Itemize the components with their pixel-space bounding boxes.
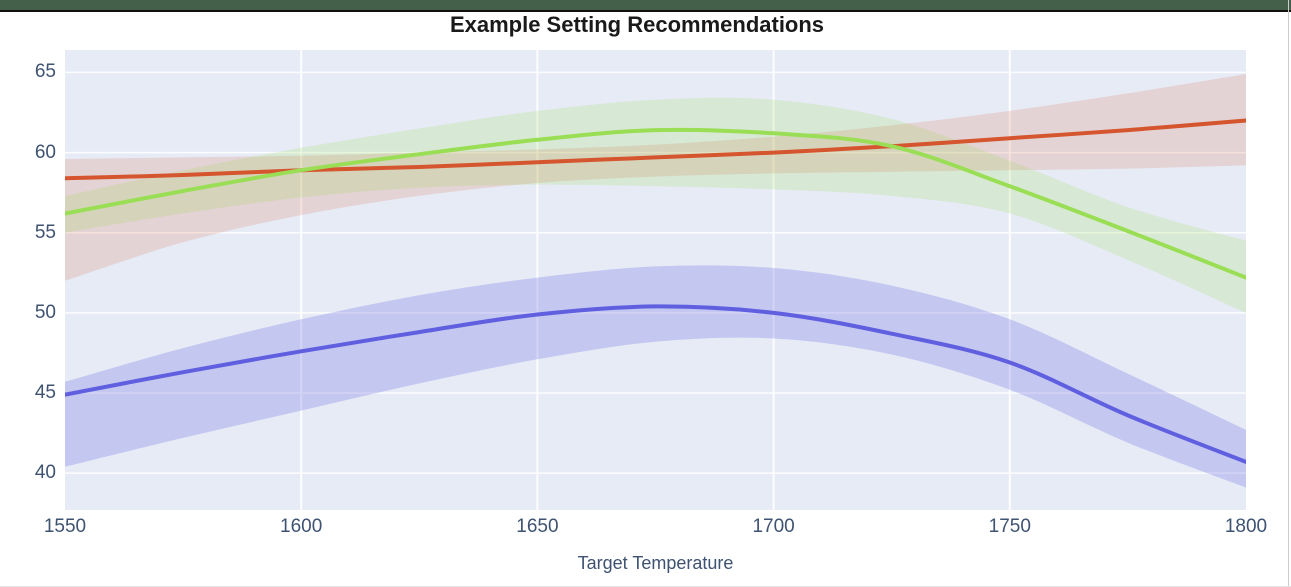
- window-top-bar: [0, 0, 1291, 12]
- chart-svg: [65, 50, 1246, 510]
- plot-background: [65, 50, 1246, 510]
- x-tick-label: 1750: [988, 516, 1031, 537]
- x-tick-label: 1650: [516, 516, 559, 537]
- x-tick-label: 1800: [1224, 516, 1268, 537]
- x-tick-label: 1700: [752, 516, 795, 537]
- window-right-border: [1288, 0, 1289, 587]
- y-tick-label: 40: [34, 462, 56, 484]
- y-tick-label: 50: [34, 301, 56, 323]
- y-tick-label: 65: [34, 61, 56, 83]
- chart-title: Example Setting Recommendations: [449, 12, 825, 37]
- y-tick-label: 45: [34, 381, 56, 403]
- x-axis-title: Target Temperature: [577, 553, 734, 573]
- x-tick-label: 1600: [280, 516, 323, 537]
- red-trend-line: [65, 118, 1246, 181]
- green-trend-band: [65, 97, 1246, 313]
- x-tick-label: 1550: [43, 516, 87, 537]
- green-trend-line: [65, 127, 1246, 280]
- red-trend-band: [65, 74, 1246, 281]
- blue-trend-line: [65, 304, 1246, 464]
- y-tick-label: 60: [34, 141, 56, 163]
- plot-canvas[interactable]: [65, 50, 1246, 510]
- blue-trend-band: [65, 265, 1246, 488]
- y-tick-label: 55: [34, 221, 56, 243]
